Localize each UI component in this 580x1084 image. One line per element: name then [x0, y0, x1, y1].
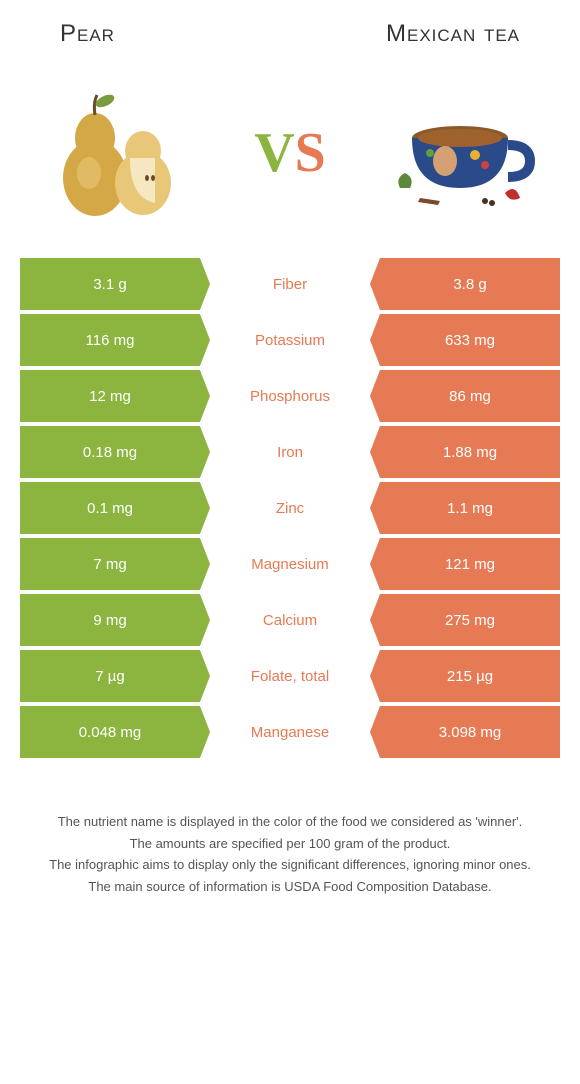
value-right: 86 mg — [380, 370, 560, 422]
nutrient-label: Potassium — [200, 314, 380, 366]
table-row: 7 mgMagnesium121 mg — [20, 538, 560, 590]
footer-notes: The nutrient name is displayed in the co… — [0, 762, 580, 896]
comparison-table: 3.1 gFiber3.8 g116 mgPotassium633 mg12 m… — [0, 258, 580, 758]
value-left: 7 µg — [20, 650, 200, 702]
value-right: 275 mg — [380, 594, 560, 646]
header: Pear Mexican tea — [0, 0, 580, 58]
table-row: 3.1 gFiber3.8 g — [20, 258, 560, 310]
title-left: Pear — [60, 20, 115, 48]
value-left: 0.18 mg — [20, 426, 200, 478]
nutrient-label: Manganese — [200, 706, 380, 758]
nutrient-label: Calcium — [200, 594, 380, 646]
value-left: 7 mg — [20, 538, 200, 590]
table-row: 0.048 mgManganese3.098 mg — [20, 706, 560, 758]
value-right: 633 mg — [380, 314, 560, 366]
pear-image — [40, 78, 190, 228]
footer-line-2: The amounts are specified per 100 gram o… — [20, 834, 560, 854]
value-left: 0.048 mg — [20, 706, 200, 758]
value-left: 12 mg — [20, 370, 200, 422]
value-right: 1.1 mg — [380, 482, 560, 534]
vs-s: S — [295, 122, 326, 184]
table-row: 7 µgFolate, total215 µg — [20, 650, 560, 702]
footer-line-4: The main source of information is USDA F… — [20, 877, 560, 897]
nutrient-label: Magnesium — [200, 538, 380, 590]
images-row: VS — [0, 58, 580, 258]
value-right: 3.098 mg — [380, 706, 560, 758]
tea-image — [390, 78, 540, 228]
footer-line-3: The infographic aims to display only the… — [20, 855, 560, 875]
value-left: 3.1 g — [20, 258, 200, 310]
nutrient-label: Zinc — [200, 482, 380, 534]
table-row: 12 mgPhosphorus86 mg — [20, 370, 560, 422]
table-row: 0.1 mgZinc1.1 mg — [20, 482, 560, 534]
title-right: Mexican tea — [386, 20, 520, 48]
nutrient-label: Fiber — [200, 258, 380, 310]
vs-label: VS — [254, 121, 326, 185]
table-row: 0.18 mgIron1.88 mg — [20, 426, 560, 478]
table-row: 9 mgCalcium275 mg — [20, 594, 560, 646]
value-right: 1.88 mg — [380, 426, 560, 478]
value-left: 116 mg — [20, 314, 200, 366]
value-left: 0.1 mg — [20, 482, 200, 534]
nutrient-label: Iron — [200, 426, 380, 478]
vs-v: V — [254, 122, 294, 184]
nutrient-label: Phosphorus — [200, 370, 380, 422]
value-right: 121 mg — [380, 538, 560, 590]
table-row: 116 mgPotassium633 mg — [20, 314, 560, 366]
value-right: 3.8 g — [380, 258, 560, 310]
nutrient-label: Folate, total — [200, 650, 380, 702]
value-left: 9 mg — [20, 594, 200, 646]
footer-line-1: The nutrient name is displayed in the co… — [20, 812, 560, 832]
value-right: 215 µg — [380, 650, 560, 702]
